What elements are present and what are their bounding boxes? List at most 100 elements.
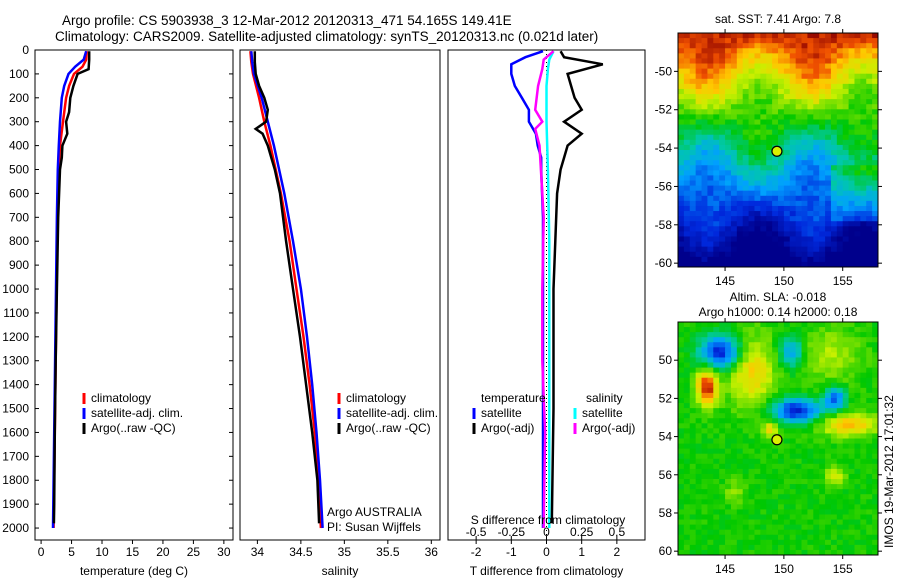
map-cell (760, 155, 767, 161)
map-cell (760, 453, 767, 460)
map-cell (713, 261, 720, 268)
map-cell (713, 139, 720, 146)
map-cell (801, 509, 808, 515)
map-cell (872, 94, 879, 100)
map-cell (707, 175, 714, 181)
map-cell (742, 63, 749, 70)
map-cell (707, 211, 714, 217)
map-cell (754, 327, 761, 333)
map-cell (678, 342, 685, 348)
map-cell (725, 200, 732, 207)
map-cell (872, 200, 879, 207)
map-cell (801, 499, 808, 505)
map-cell (789, 38, 797, 44)
map-cell (725, 58, 732, 64)
map-cell (760, 332, 767, 338)
lat-tick-label: 56 (659, 468, 673, 482)
map-cell (813, 43, 820, 49)
map-cell (789, 423, 797, 429)
map-cell (854, 499, 861, 505)
map-cell (866, 408, 873, 414)
map-cell (789, 83, 797, 90)
map-cell (778, 99, 785, 105)
map-cell (783, 63, 791, 70)
map-cell (830, 124, 838, 131)
map-cell (813, 48, 820, 54)
map-cell (725, 332, 732, 338)
map-cell (725, 63, 732, 70)
map-cell (783, 392, 791, 399)
map-cell (689, 397, 697, 404)
map-cell (836, 524, 844, 531)
map-cell (748, 175, 755, 181)
map-cell (860, 124, 867, 131)
map-cell (848, 423, 855, 429)
map-cell (813, 226, 820, 232)
map-cell (848, 43, 855, 49)
map-cell (766, 165, 773, 171)
map-cell (836, 397, 844, 404)
map-cell (772, 170, 779, 176)
map-cell (695, 185, 702, 192)
map-cell (801, 83, 808, 90)
map-cell (695, 160, 702, 166)
map-cell (830, 392, 838, 399)
map-cell (789, 150, 797, 156)
map-cell (854, 382, 861, 389)
map-cell (801, 524, 808, 531)
map-cell (819, 175, 826, 181)
map-cell (848, 185, 855, 192)
map-cell (766, 397, 773, 404)
map-cell (678, 200, 685, 207)
map-cell (801, 377, 808, 384)
map-cell (701, 357, 708, 363)
map-cell (689, 347, 697, 353)
map-cell (754, 428, 761, 434)
map-cell (760, 544, 767, 551)
map-cell (854, 256, 861, 263)
map-cell (748, 397, 755, 404)
map-cell (760, 468, 767, 475)
map-cell (695, 134, 702, 141)
map-cell (701, 170, 708, 176)
map-cell (713, 514, 720, 520)
map-cell (701, 109, 708, 115)
map-frame (677, 32, 879, 268)
map-cell (725, 226, 732, 232)
map-cell (825, 33, 832, 39)
map-cell (707, 479, 714, 485)
map-cell (725, 468, 732, 475)
map-cell (683, 362, 691, 368)
map-cell (713, 175, 720, 181)
map-cell (766, 129, 773, 136)
map-cell (713, 322, 720, 328)
map-cell (678, 387, 685, 394)
map-cell (748, 200, 755, 207)
map-cell (725, 150, 732, 156)
map-cell (736, 332, 744, 338)
map-cell (683, 418, 691, 424)
map-cell (725, 236, 732, 242)
map-cell (825, 337, 832, 343)
map-cell (754, 211, 761, 217)
map-cell (789, 347, 797, 353)
map-cell (795, 221, 802, 227)
map-cell (819, 443, 826, 450)
map-cell (842, 48, 849, 54)
map-cell (836, 377, 844, 384)
map-cell (848, 347, 855, 353)
map-cell (701, 539, 708, 546)
map-cell (778, 322, 785, 328)
map-cell (695, 94, 702, 100)
map-cell (783, 205, 791, 212)
map-cell (730, 211, 738, 217)
map-cell (795, 499, 802, 505)
map-cell (866, 109, 873, 115)
map-cell (789, 362, 797, 368)
map-cell (872, 377, 879, 384)
map-cell (866, 489, 873, 495)
map-cell (872, 88, 879, 95)
map-cell (772, 499, 779, 505)
map-cell (683, 200, 691, 207)
map-cell (754, 73, 761, 80)
